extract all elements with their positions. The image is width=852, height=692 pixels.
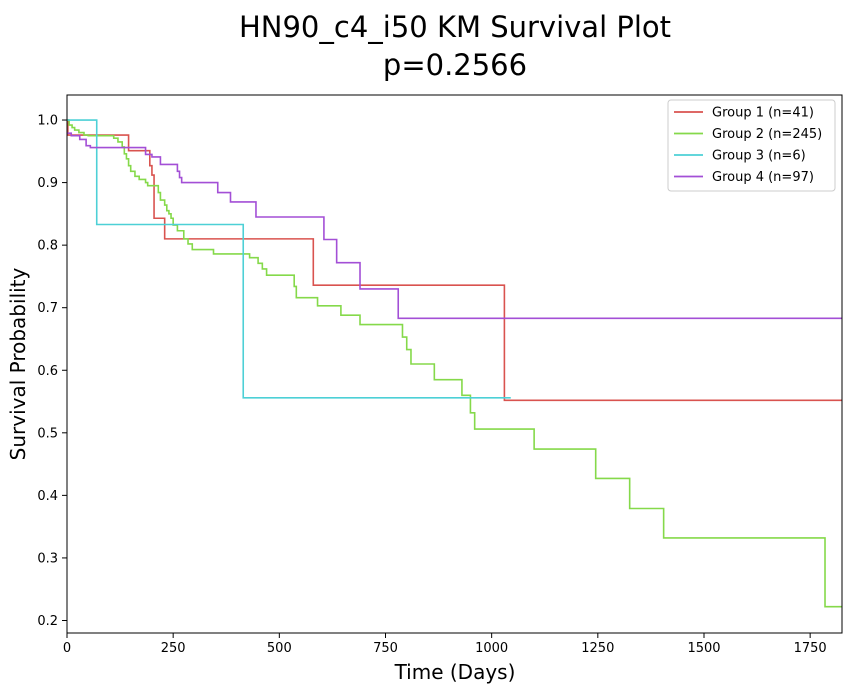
y-tick-label: 0.3 bbox=[37, 551, 58, 566]
y-tick-label: 0.8 bbox=[37, 239, 58, 254]
y-axis: 0.2 0.3 0.4 0.5 0.6 0.7 0.8 0.9 1.0 bbox=[37, 114, 67, 629]
series-line-group-4 bbox=[67, 132, 842, 320]
legend-label-group-3: Group 3 (n=6) bbox=[712, 149, 806, 164]
series-line-group-1 bbox=[67, 119, 842, 402]
x-tick-label: 750 bbox=[373, 641, 398, 656]
x-tick-label: 1500 bbox=[687, 641, 720, 656]
series-line-group-2 bbox=[67, 119, 842, 608]
chart-title: HN90_c4_i50 KM Survival Plot bbox=[239, 10, 671, 44]
x-tick-label: 1750 bbox=[794, 641, 827, 656]
y-tick-label: 0.6 bbox=[37, 364, 58, 379]
x-axis-label: Time (Days) bbox=[394, 660, 516, 684]
y-axis-label: Survival Probability bbox=[6, 267, 30, 460]
series-layer bbox=[67, 119, 842, 608]
chart-subtitle: p=0.2566 bbox=[383, 48, 527, 82]
y-tick-label: 0.2 bbox=[37, 614, 58, 629]
y-tick-label: 0.9 bbox=[37, 176, 58, 191]
y-tick-label: 0.4 bbox=[37, 489, 58, 504]
legend-label-group-1: Group 1 (n=41) bbox=[712, 106, 814, 121]
x-axis: 0 250 500 750 1000 1250 1500 1750 bbox=[63, 633, 827, 656]
legend: Group 1 (n=41) Group 2 (n=245) Group 3 (n=… bbox=[667, 99, 836, 192]
y-tick-label: 0.5 bbox=[37, 426, 58, 441]
x-tick-label: 500 bbox=[267, 641, 292, 656]
x-tick-label: 250 bbox=[161, 641, 186, 656]
legend-box bbox=[667, 99, 836, 192]
x-tick-label: 1250 bbox=[581, 641, 614, 656]
x-tick-label: 0 bbox=[63, 641, 71, 656]
y-tick-label: 1.0 bbox=[37, 114, 58, 129]
series-line-group-3 bbox=[67, 119, 511, 399]
x-tick-label: 1000 bbox=[475, 641, 508, 656]
y-tick-label: 0.7 bbox=[37, 301, 58, 316]
legend-label-group-2: Group 2 (n=245) bbox=[712, 127, 822, 142]
plot-frame bbox=[66, 94, 843, 634]
legend-label-group-4: Group 4 (n=97) bbox=[712, 170, 814, 185]
